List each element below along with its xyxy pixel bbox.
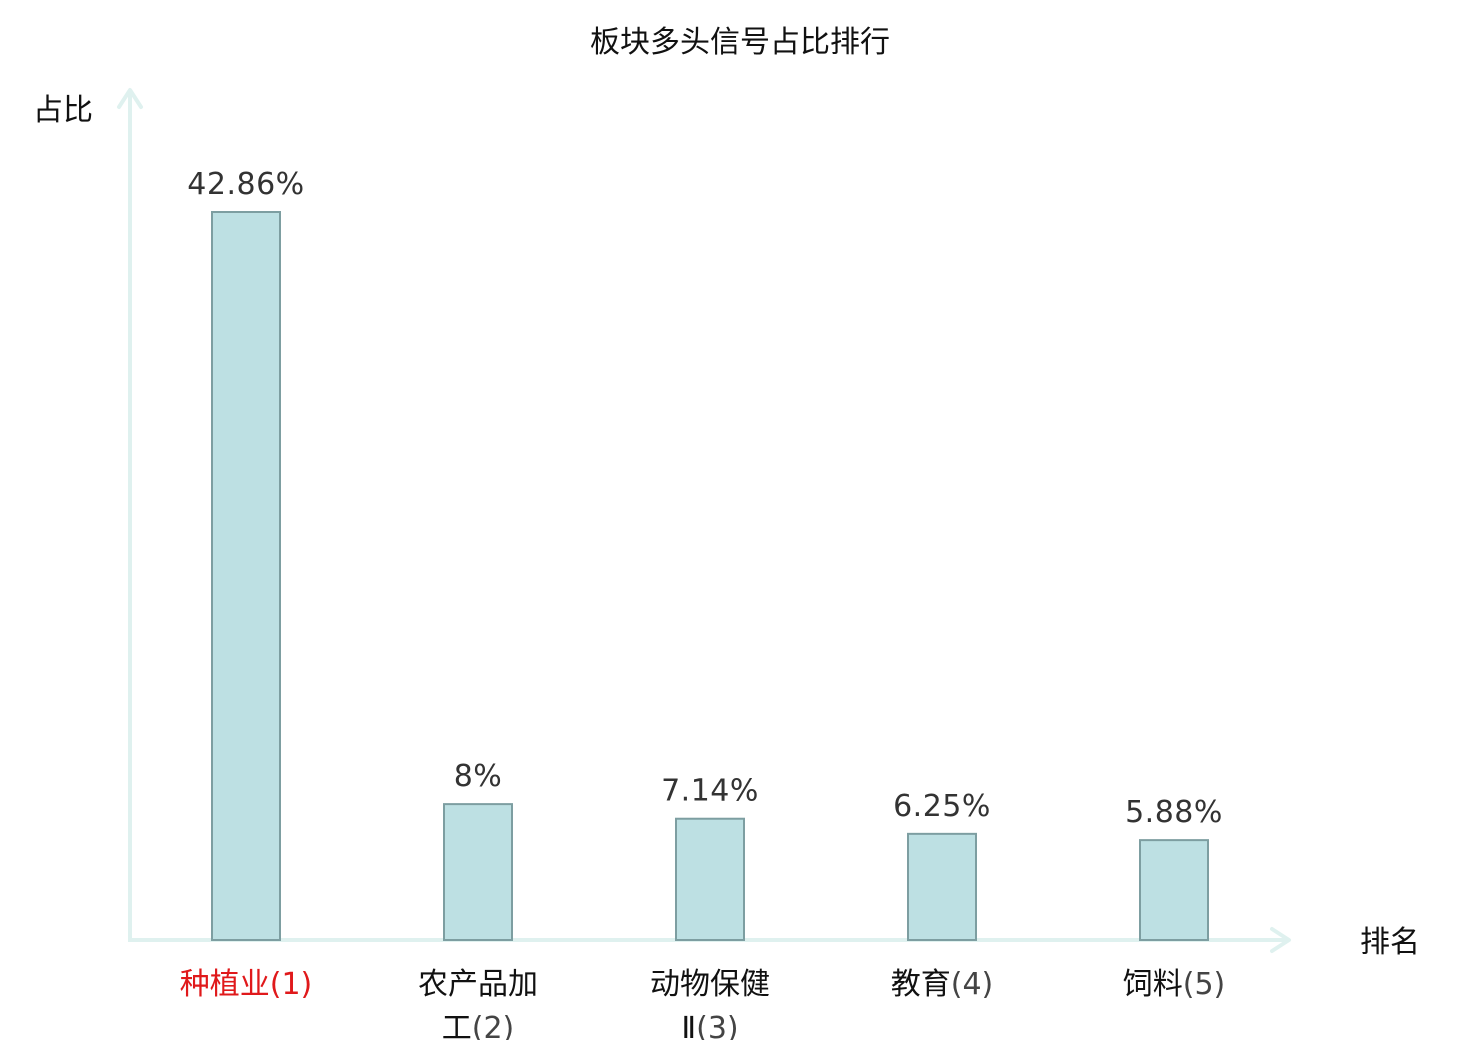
value-label: 7.14% [661,774,759,809]
bar [211,211,281,941]
category-name: 种植业 [180,967,270,1002]
bar [1139,839,1209,941]
x-axis-label: 排名 [1360,925,1420,960]
category-label: 动物保健 Ⅱ(3) [650,967,770,1040]
category-name: 教育 [891,967,951,1002]
category-name: Ⅱ [681,1011,696,1040]
category-labels-group: 种植业(1) 农产品加工(2) 动物保健 Ⅱ(3) 教育(4) 饲料(5) [180,967,1226,1040]
value-labels-group: 42.86% 8% 7.14% 6.25% 5.88% [187,167,1223,830]
y-axis [117,88,143,940]
category-label: 种植业(1) [180,967,313,1002]
bars-group [211,211,1209,941]
category-name: 饲料 [1123,967,1183,1002]
category-rank: (2) [472,1011,515,1040]
category-name: 农产品加 [418,967,538,1002]
category-label: 饲料(5) [1123,967,1226,1002]
bar [443,803,513,941]
category-name: 动物保健 [650,967,770,1002]
category-label: 教育(4) [891,967,994,1002]
value-label: 42.86% [187,167,304,202]
category-rank: (3) [696,1011,739,1040]
category-rank: (1) [270,967,313,1002]
value-label: 8% [454,759,503,794]
category-rank: (4) [951,967,994,1002]
category-label: 农产品加工(2) [418,967,538,1040]
value-label: 6.25% [893,789,991,824]
category-rank: (5) [1183,967,1226,1002]
chart-title: 板块多头信号占比排行 [590,25,890,60]
value-label: 5.88% [1125,795,1223,830]
bar [675,817,745,941]
category-name: 工 [442,1011,472,1040]
y-axis-label: 占比 [33,93,93,128]
bar [907,832,977,941]
